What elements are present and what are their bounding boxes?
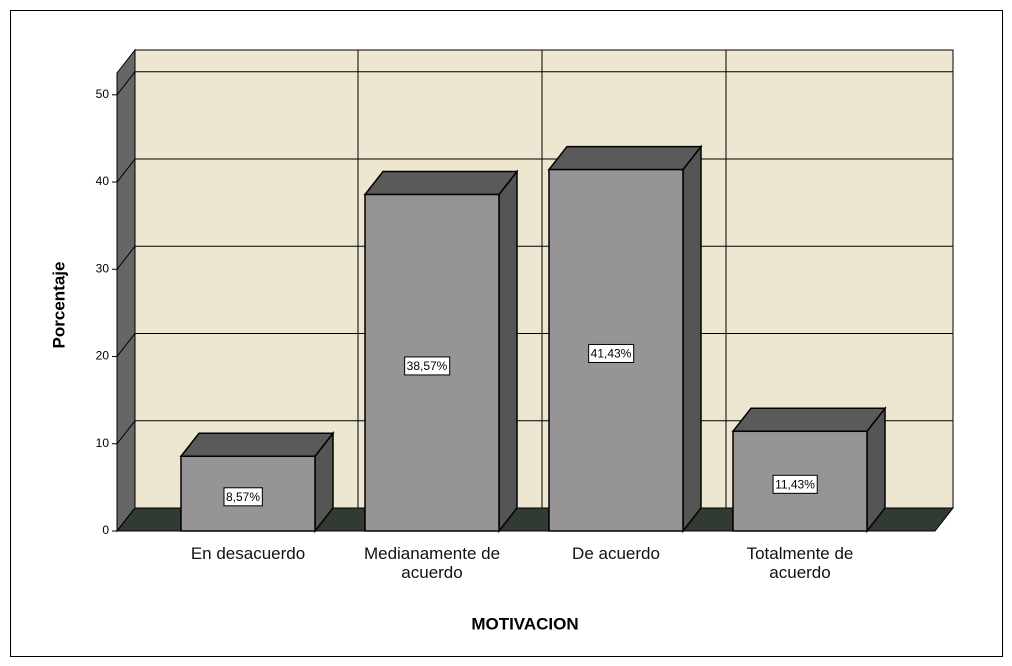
bar-side <box>682 144 702 534</box>
left-wall <box>116 48 136 533</box>
x-tick-label: En desacuerdo <box>190 544 306 563</box>
bar-side <box>498 169 518 534</box>
y-tick-label: 0 <box>102 523 109 537</box>
value-label: 41,43% <box>588 343 635 363</box>
value-label-text: 41,43% <box>591 346 632 360</box>
x-tick-label: De acuerdo <box>572 544 660 563</box>
y-tick-label: 50 <box>96 87 110 101</box>
grid-line <box>116 71 953 96</box>
y-axis-title: Porcentaje <box>49 262 68 349</box>
value-label-text: 8,57% <box>226 490 260 504</box>
value-label-text: 38,57% <box>407 359 448 373</box>
value-label-box <box>404 356 451 376</box>
bar-top <box>179 432 335 457</box>
y-tick-label: 10 <box>96 436 110 450</box>
bar-top <box>731 407 887 433</box>
value-label: 8,57% <box>223 487 263 507</box>
value-label-box <box>588 343 635 363</box>
y-tick-label: 40 <box>96 174 110 188</box>
value-label-box <box>223 487 263 507</box>
value-label-text: 11,43% <box>775 477 815 491</box>
x-tick-label: Totalmente de acuerdo <box>746 544 854 582</box>
y-tick-label: 20 <box>96 349 110 363</box>
x-axis-title: MOTIVACION <box>471 614 578 633</box>
bar-top <box>547 145 703 171</box>
value-label: 11,43% <box>772 474 818 494</box>
bar-top <box>363 170 519 196</box>
x-tick-label: Medianamente de acuerdo <box>363 544 501 582</box>
value-label-box <box>772 474 818 494</box>
y-tick-label: 30 <box>96 261 110 275</box>
value-label: 38,57% <box>404 356 451 376</box>
